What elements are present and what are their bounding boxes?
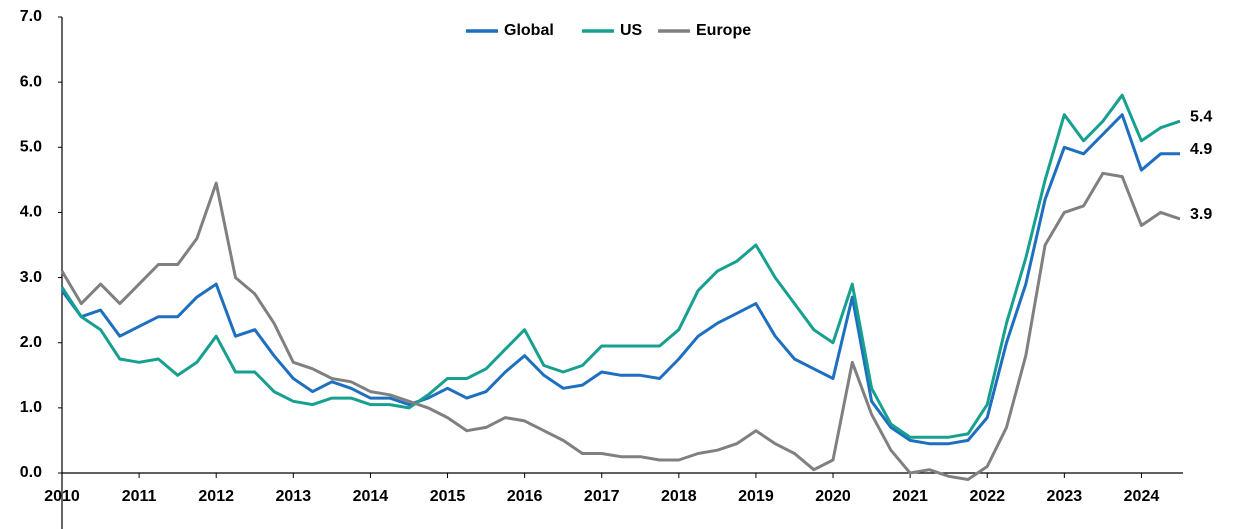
x-tick-label: 2020 (815, 488, 851, 505)
series-line (60, 113, 1180, 446)
y-tick-label: 3.0 (20, 269, 42, 286)
x-tick-label: 2015 (430, 488, 466, 505)
end-value-label: 5.4 (1190, 108, 1212, 125)
x-tick-label: 2018 (661, 488, 697, 505)
x-tick-label: 2022 (969, 488, 1005, 505)
y-tick-label: 4.0 (20, 204, 42, 221)
x-tick-label: 2014 (353, 488, 389, 505)
series-line (60, 93, 1181, 439)
y-tick-label: 1.0 (20, 399, 42, 416)
x-tick-label: 2013 (276, 488, 312, 505)
legend-label: Global (504, 22, 554, 39)
y-tick-label: 6.0 (20, 73, 42, 90)
x-tick-label: 2017 (584, 488, 620, 505)
end-value-label: 3.9 (1190, 206, 1212, 223)
legend-label: US (620, 22, 643, 39)
end-value-label: 4.9 (1190, 141, 1212, 158)
x-tick-label: 2011 (122, 488, 157, 505)
x-tick-label: 2021 (892, 488, 928, 505)
x-tick-label: 2019 (738, 488, 774, 505)
y-tick-label: 0.0 (20, 464, 42, 481)
x-tick-label: 2010 (44, 488, 80, 505)
x-tick-label: 2016 (507, 488, 543, 505)
x-tick-label: 2023 (1047, 488, 1083, 505)
y-tick-label: 2.0 (20, 334, 42, 351)
x-tick-label: 2012 (198, 488, 234, 505)
y-tick-label: 7.0 (20, 8, 42, 25)
y-tick-label: 5.0 (20, 139, 42, 156)
legend-label: Europe (696, 22, 751, 39)
x-tick-label: 2024 (1124, 488, 1160, 505)
series-line (60, 171, 1181, 481)
